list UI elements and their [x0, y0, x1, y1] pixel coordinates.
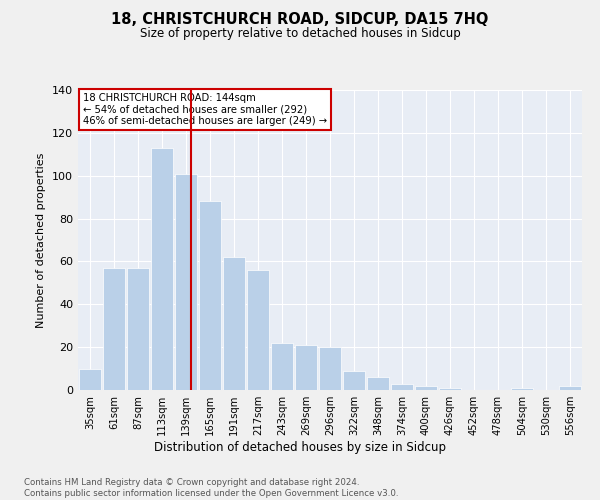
Bar — [343, 370, 365, 390]
Bar — [199, 202, 221, 390]
Text: Distribution of detached houses by size in Sidcup: Distribution of detached houses by size … — [154, 441, 446, 454]
Bar — [391, 384, 413, 390]
Y-axis label: Number of detached properties: Number of detached properties — [37, 152, 46, 328]
Bar — [175, 174, 197, 390]
Bar — [559, 386, 581, 390]
Bar — [439, 388, 461, 390]
Text: 18 CHRISTCHURCH ROAD: 144sqm
← 54% of detached houses are smaller (292)
46% of s: 18 CHRISTCHURCH ROAD: 144sqm ← 54% of de… — [83, 93, 327, 126]
Text: Contains HM Land Registry data © Crown copyright and database right 2024.
Contai: Contains HM Land Registry data © Crown c… — [24, 478, 398, 498]
Bar — [271, 343, 293, 390]
Bar — [415, 386, 437, 390]
Bar — [223, 257, 245, 390]
Bar — [151, 148, 173, 390]
Text: 18, CHRISTCHURCH ROAD, SIDCUP, DA15 7HQ: 18, CHRISTCHURCH ROAD, SIDCUP, DA15 7HQ — [112, 12, 488, 28]
Bar — [247, 270, 269, 390]
Bar — [103, 268, 125, 390]
Bar — [295, 345, 317, 390]
Bar — [367, 377, 389, 390]
Bar — [511, 388, 533, 390]
Bar — [127, 268, 149, 390]
Bar — [319, 347, 341, 390]
Bar — [79, 368, 101, 390]
Text: Size of property relative to detached houses in Sidcup: Size of property relative to detached ho… — [140, 28, 460, 40]
